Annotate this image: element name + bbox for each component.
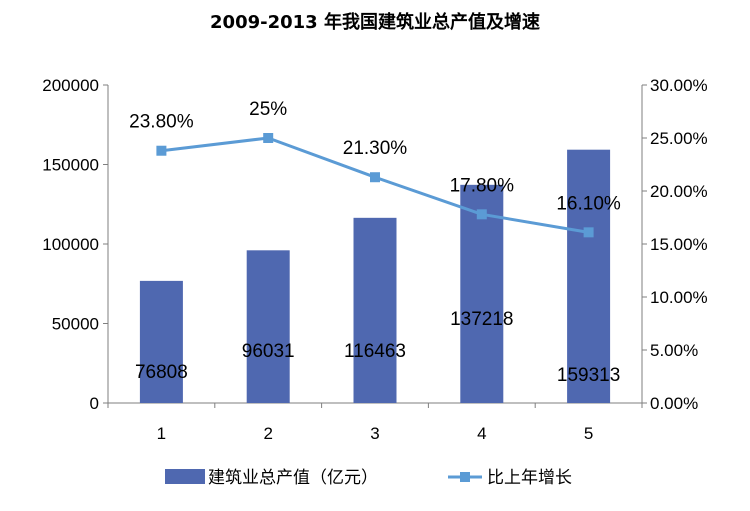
bar-value-label: 76808 [135, 362, 188, 383]
line-point [156, 145, 167, 156]
right-axis-tick-label: 30.00% [650, 76, 708, 95]
legend-bar-swatch [165, 469, 205, 484]
right-axis-tick-label: 5.00% [650, 341, 698, 360]
legend-bar-label: 建筑业总产值（亿元） [208, 468, 378, 488]
left-axis-tick-label: 50000 [52, 315, 99, 334]
left-axis-tick-label: 200000 [42, 76, 99, 95]
axes: 0 50000 100000 150000 200000 0.00% 5.00% 10.00%… [42, 76, 707, 443]
legend-line-label: 比上年增长 [487, 468, 572, 488]
legend: 建筑业总产值（亿元） 比上年增长 [165, 468, 572, 488]
x-axis-tick-label: 5 [584, 424, 593, 443]
left-axis-tick-label: 100000 [42, 235, 99, 254]
line-series [156, 133, 594, 238]
x-axis-tick-label: 2 [263, 424, 272, 443]
right-axis-tick-label: 25.00% [650, 129, 708, 148]
line-value-label: 17.80% [450, 175, 515, 196]
bar [139, 280, 183, 403]
bar [353, 217, 397, 403]
bar-series [139, 149, 611, 403]
right-axis-tick-label: 20.00% [650, 182, 708, 201]
x-axis-tick-label: 1 [157, 424, 166, 443]
line-point [263, 133, 274, 143]
line-point [370, 172, 380, 183]
bar-value-label: 96031 [242, 341, 295, 362]
bar [460, 184, 504, 403]
right-axis-tick-label: 0.00% [650, 394, 698, 413]
line-point [583, 227, 594, 238]
right-axis-tick-label: 15.00% [650, 235, 708, 254]
bar-value-label: 137218 [450, 309, 513, 330]
bar-value-label: 159313 [557, 365, 620, 386]
bar [567, 149, 611, 403]
line-point [476, 209, 487, 220]
left-axis-tick-label: 150000 [42, 156, 99, 175]
line-value-label: 23.80% [129, 112, 194, 133]
x-axis-tick-label: 4 [477, 424, 486, 443]
left-axis-tick-label: 0 [90, 394, 99, 413]
line-value-label: 21.30% [343, 138, 408, 159]
bar-value-label: 116463 [344, 341, 406, 362]
line-value-label: 25% [249, 99, 287, 120]
right-axis-tick-label: 10.00% [650, 288, 708, 307]
x-axis-tick-label: 3 [370, 424, 379, 443]
data-labels: 76808 96031 116463 137218 159313 23.80% 25% 21.… [129, 99, 621, 386]
line-value-label: 16.10% [556, 193, 621, 214]
chart-title: 2009-2013 年我国建筑业总产值及增速 [210, 11, 540, 33]
legend-line-marker [460, 472, 470, 482]
bar [246, 250, 290, 403]
